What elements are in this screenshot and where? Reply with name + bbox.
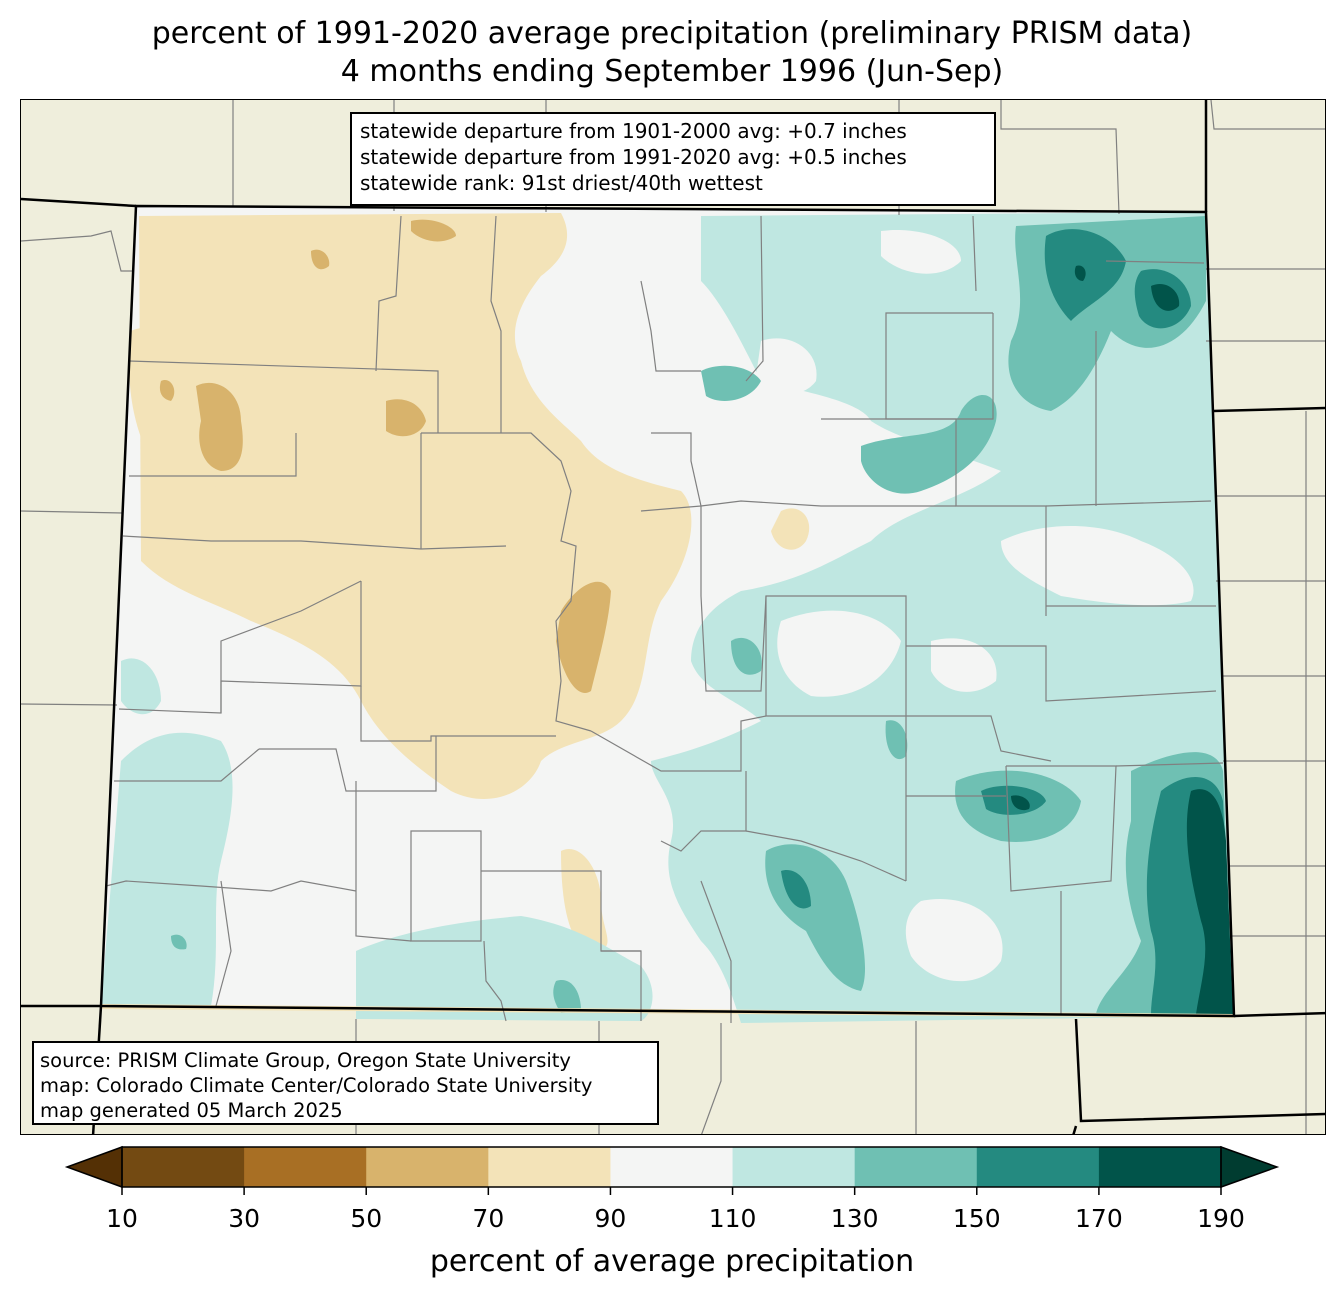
stats-line-1901-2000: statewide departure from 1901-2000 avg: … <box>360 119 907 143</box>
county-boundaries <box>105 215 1224 1023</box>
wet-extreme-northeast-2 <box>1074 265 1086 281</box>
colorbar-over-arrow <box>1220 1145 1280 1189</box>
colorbar-cell <box>366 1147 489 1187</box>
stats-line-rank: statewide rank: 91st driest/40th wettest <box>360 171 763 195</box>
map-title-line1: percent of 1991-2020 average precipitati… <box>151 16 1193 51</box>
colorbar-cell <box>976 1147 1100 1187</box>
wet-region-plains-spot <box>885 720 908 760</box>
map-title-line2: 4 months ending September 1996 (Jun-Sep) <box>340 54 1004 89</box>
dry-region-strong-central <box>556 581 611 693</box>
precip-anomaly-regions <box>101 212 1234 1023</box>
map-panel <box>20 99 1326 1135</box>
colorbar-tick-label: 170 <box>1075 1204 1123 1233</box>
colorbar-cell <box>244 1147 367 1187</box>
wet-region-northeast-plains <box>861 394 997 494</box>
colorbar-cells <box>122 1147 1222 1187</box>
wet-extreme-northeast <box>1151 283 1180 311</box>
colorbar-tick-label: 90 <box>594 1204 627 1233</box>
colorbar-cell <box>122 1147 245 1187</box>
wet-extreme-se-central <box>1011 795 1030 811</box>
wet-region-sw-spot <box>171 934 187 950</box>
dry-region-northwest <box>139 213 692 800</box>
normal-pocket-5 <box>881 230 961 274</box>
wet-strong-sangre <box>781 870 811 909</box>
map-credit-line: map: Colorado Climate Center/Colorado St… <box>40 1074 593 1097</box>
colorbar-tick-label: 50 <box>350 1204 383 1233</box>
wet-region-south-spot <box>553 980 581 1013</box>
colorbar-cell <box>1098 1147 1222 1187</box>
colorbar-label: percent of average precipitation <box>429 1244 915 1279</box>
dry-region-frontrange <box>771 508 810 550</box>
normal-pocket-6 <box>931 638 997 692</box>
normal-pocket-2 <box>1001 526 1194 606</box>
colorbar-tick-label: 130 <box>830 1204 879 1233</box>
wet-region-north-frontrange <box>701 365 761 401</box>
colorbar-outline <box>121 1146 1222 1188</box>
wet-extreme-southeast <box>1186 789 1233 1014</box>
colorbar-under-arrow <box>64 1145 123 1189</box>
colorado-precip-map <box>21 100 1325 1134</box>
colorbar <box>64 1145 1280 1195</box>
normal-pocket-1 <box>756 338 817 394</box>
source-credits-box: source: PRISM Climate Group, Oregon Stat… <box>32 1041 659 1125</box>
generated-date-line: map generated 05 March 2025 <box>40 1099 343 1122</box>
colorbar-cell <box>488 1147 611 1187</box>
dry-region-strong-northwest <box>311 249 330 270</box>
dry-region-strong-north <box>411 219 456 242</box>
colorbar-tick-label: 110 <box>708 1204 757 1233</box>
colorbar-tick-label: 10 <box>106 1204 138 1233</box>
normal-pocket-3 <box>777 610 901 697</box>
colorbar-tick-label: 150 <box>952 1204 1001 1233</box>
colorbar-cell <box>732 1147 856 1187</box>
wet-region-west <box>121 658 161 715</box>
dry-region-strong-west <box>196 382 243 471</box>
colorbar-tick-label: 30 <box>228 1204 261 1233</box>
dry-region-strong-northcentral <box>386 399 426 437</box>
state-boundaries <box>21 100 1325 1134</box>
dry-region-southcentral <box>561 849 608 951</box>
colorbar-tick-label: 70 <box>472 1204 505 1233</box>
source-line: source: PRISM Climate Group, Oregon Stat… <box>40 1049 571 1072</box>
normal-pocket-4 <box>905 899 1003 982</box>
wet-region-southwest <box>101 732 233 1006</box>
colorbar-cell <box>854 1147 978 1187</box>
colorbar-ticks <box>121 1187 1222 1195</box>
colorbar-tick-label: 190 <box>1197 1204 1245 1233</box>
statewide-stats-box: statewide departure from 1901-2000 avg: … <box>350 112 996 206</box>
wet-region-east <box>651 212 1234 1023</box>
colorbar-cell <box>610 1147 734 1187</box>
dry-region-strong-far-west <box>159 380 175 401</box>
wet-region-pikes <box>731 637 762 675</box>
stats-line-1991-2020: statewide departure from 1991-2020 avg: … <box>360 145 907 169</box>
